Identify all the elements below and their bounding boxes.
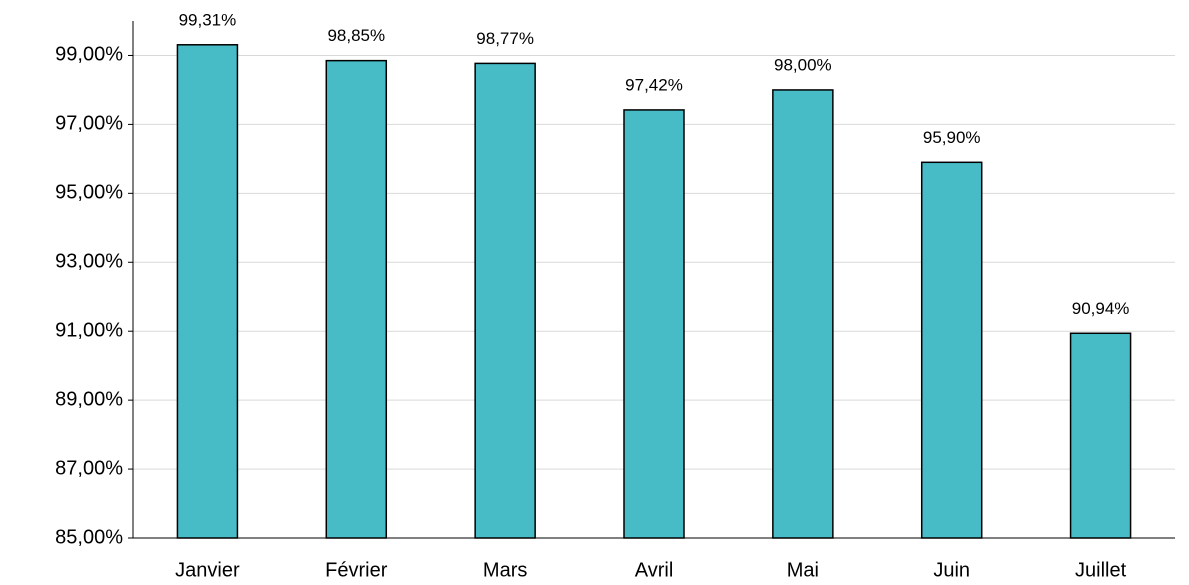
y-tick-label: 97,00% (55, 113, 123, 135)
data-label: 98,00% (774, 55, 832, 74)
x-tick-label: Avril (635, 559, 674, 581)
bar (325, 59, 388, 539)
data-label: 90,94% (1072, 299, 1130, 318)
data-label: 99,31% (179, 10, 237, 29)
data-label: 98,77% (476, 29, 534, 48)
bar (920, 161, 983, 539)
x-tick-label: Juin (933, 559, 970, 581)
x-tick-label: Mars (483, 559, 527, 581)
bar (623, 109, 685, 539)
data-label: 95,90% (923, 128, 981, 147)
x-tick-label: Juillet (1075, 559, 1127, 581)
x-tick-label: Février (325, 559, 388, 581)
y-tick-label: 91,00% (55, 319, 123, 341)
y-tick-label: 87,00% (55, 457, 123, 479)
x-tick-label: Janvier (175, 559, 240, 581)
x-tick-label: Mai (787, 559, 819, 581)
y-tick-label: 85,00% (55, 526, 123, 548)
data-label: 98,85% (327, 26, 385, 45)
y-tick-label: 89,00% (55, 388, 123, 410)
bar (1069, 332, 1132, 539)
y-tick-label: 93,00% (55, 251, 123, 273)
bar (474, 62, 536, 539)
bar (176, 44, 239, 539)
data-label: 97,42% (625, 75, 683, 94)
y-tick-label: 95,00% (55, 182, 123, 204)
y-tick-label: 99,00% (55, 44, 123, 66)
bar (772, 89, 834, 539)
